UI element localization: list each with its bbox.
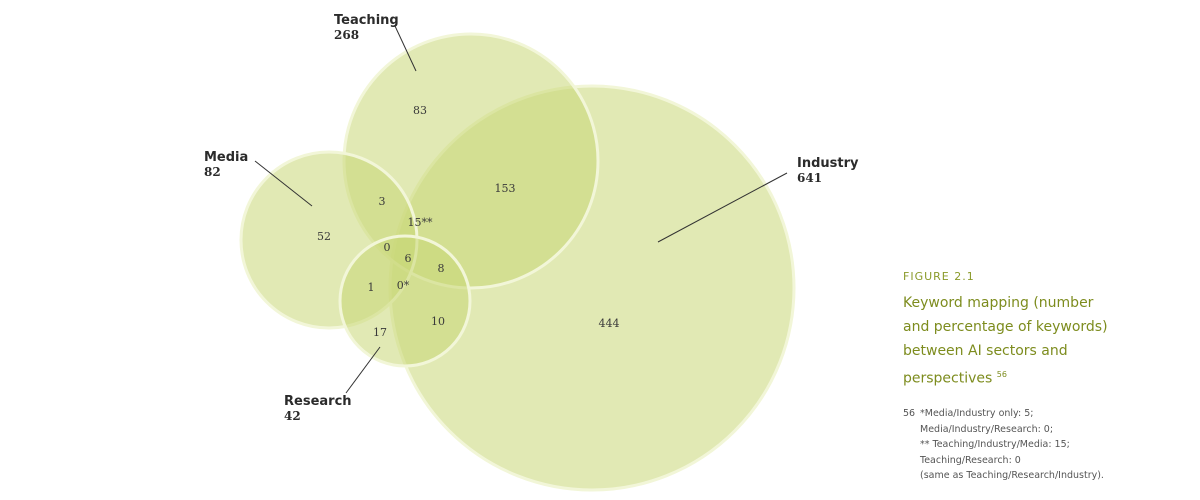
region-teaching-media-research: 0 (384, 241, 391, 254)
research-leader (345, 346, 381, 394)
region-teaching-industry-media: 15** (408, 216, 433, 229)
figure-title-line: perspectives (903, 370, 993, 387)
figure-title-footnote-ref: 56 (996, 370, 1007, 379)
media-leader (254, 160, 313, 207)
region-teaching-industry: 153 (495, 182, 516, 195)
research-count: 42 (284, 409, 301, 423)
footnote-line: Teaching/Research: 0 (920, 454, 1021, 466)
industry-count: 641 (797, 171, 822, 185)
figure-label: FIGURE 2.1 (903, 270, 975, 283)
industry-leader (657, 172, 788, 243)
region-all-four: 6 (405, 252, 412, 265)
media-label: Media (204, 150, 248, 165)
region-teaching-only: 83 (413, 104, 427, 117)
teaching-label: Teaching (334, 13, 399, 28)
industry-label: Industry (797, 156, 859, 171)
region-industry-only: 444 (599, 317, 620, 330)
region-industry-research: 10 (431, 315, 445, 328)
footnote-text: *Media/Industry only: 5; Media/Industry/… (920, 406, 1193, 484)
region-media-research: 1 (368, 281, 375, 294)
teaching-leader (394, 25, 417, 72)
figure-title-line: and percentage of keywords) (903, 319, 1108, 335)
leader-lines (254, 25, 788, 394)
footnote-line: *Media/Industry only: 5; (920, 408, 1034, 419)
footnote-number: 56 (903, 408, 916, 419)
footnote: 56 *Media/Industry only: 5; Media/Indust… (903, 406, 1193, 484)
region-research-only: 17 (373, 326, 387, 339)
region-teaching-industry-research: 8 (438, 262, 445, 275)
venn-diagram: Teaching 268 Media 82 Industry 641 Resea… (204, 13, 859, 492)
media-count: 82 (204, 165, 221, 179)
region-media-only: 52 (317, 230, 331, 243)
figure-title: Keyword mapping (number and percentage o… (903, 291, 1183, 391)
figure-caption: FIGURE 2.1 Keyword mapping (number and p… (903, 270, 1183, 391)
set-labels: Teaching 268 Media 82 Industry 641 Resea… (204, 13, 859, 423)
footnote-line: Media/Industry/Research: 0; (920, 423, 1054, 435)
figure-title-line: Keyword mapping (number (903, 295, 1094, 311)
research-circle (338, 234, 472, 368)
figure-title-line: between AI sectors and (903, 343, 1068, 359)
footnote-line: ** Teaching/Industry/Media: 15; (920, 439, 1070, 450)
region-teaching-media: 3 (379, 195, 386, 208)
footnote-line: (same as Teaching/Research/Industry). (920, 470, 1104, 481)
research-label: Research (284, 394, 352, 409)
circles (239, 32, 796, 492)
teaching-count: 268 (334, 28, 359, 42)
region-values: 83 52 444 17 3 153 15** 0 6 8 1 0* 10 (317, 104, 620, 339)
region-media-industry-research: 0* (397, 279, 410, 292)
